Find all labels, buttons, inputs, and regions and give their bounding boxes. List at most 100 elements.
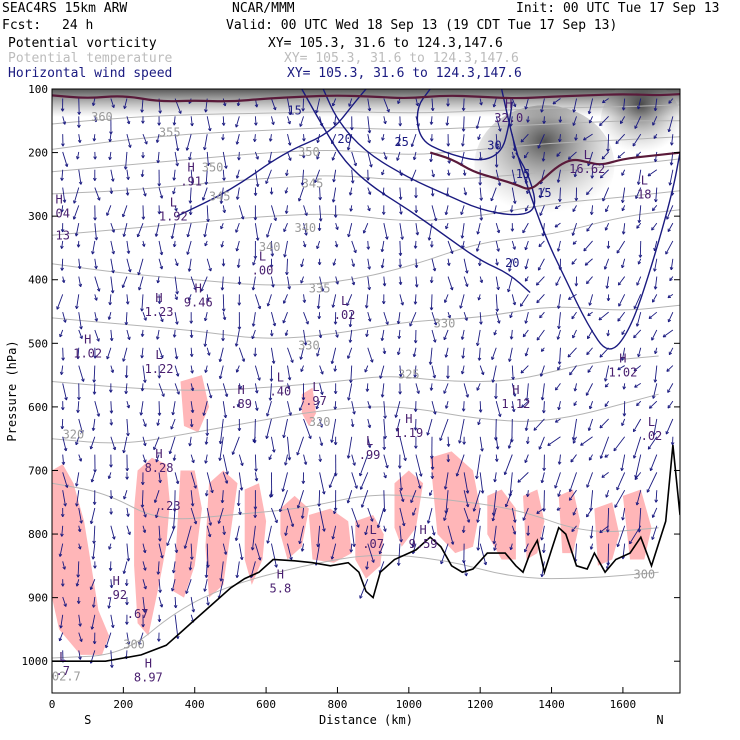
theta-label: 335 <box>309 281 331 295</box>
wind-vector <box>381 329 385 341</box>
wind-vector <box>219 365 224 379</box>
wind-vector-head <box>621 264 625 269</box>
wind-vector-head <box>89 446 94 450</box>
theta-label: 340 <box>259 240 281 254</box>
wind-vector <box>238 472 243 491</box>
wind-vector <box>606 561 610 570</box>
wind-vector <box>238 151 240 161</box>
wind-vector <box>59 543 64 557</box>
wind-vector-head <box>206 218 210 223</box>
wind-vector-head <box>458 440 462 444</box>
wind-vector-head <box>77 265 82 270</box>
wind-vector <box>333 507 337 514</box>
wind-vector-head <box>589 211 594 215</box>
wind-vector-head <box>445 122 450 126</box>
wind-vector-head <box>599 122 603 127</box>
wind-vector-head <box>446 143 451 147</box>
wind-vector-head <box>367 318 372 322</box>
wind-vector <box>554 204 561 209</box>
wind-vector <box>92 418 96 431</box>
wind-vector-head <box>330 140 335 145</box>
wind-vector <box>585 383 593 396</box>
wind-vector-head <box>185 590 189 594</box>
wind-vector-head <box>652 395 656 399</box>
wind-vector-head <box>188 200 193 204</box>
wind-vector-head <box>203 317 208 322</box>
wind-vector <box>604 400 610 407</box>
wind-vector <box>287 507 294 527</box>
wind-vector <box>367 205 371 212</box>
wind-vector <box>539 187 545 199</box>
wind-vector <box>62 490 66 507</box>
wind-vector <box>172 561 176 574</box>
wind-vector-head <box>367 405 372 409</box>
wind-vector-head <box>555 282 559 286</box>
wind-vector-head <box>455 473 460 477</box>
wind-vector <box>252 276 256 291</box>
wind-vector <box>429 347 433 365</box>
wind-vector-head <box>90 626 95 630</box>
wind-vector-head <box>654 350 658 355</box>
wind-vector-head <box>667 318 672 323</box>
wind-vector-head <box>176 391 180 395</box>
wind-vector-head <box>413 427 418 431</box>
wind-vector-head <box>333 368 338 372</box>
wind-vector <box>158 525 161 542</box>
wind-vector <box>590 490 594 511</box>
wind-vector <box>190 507 197 525</box>
wind-vector-head <box>235 141 240 145</box>
wind-vector-head <box>370 518 374 522</box>
wind-vector-head <box>298 407 303 412</box>
wind-vector-head <box>126 405 131 409</box>
wind-vector <box>588 418 594 431</box>
wind-vector-head <box>348 323 353 328</box>
wind-vector-head <box>158 110 162 114</box>
wind-vector <box>623 383 626 390</box>
wind-vector-head <box>284 210 289 214</box>
wind-vector-head <box>94 237 99 241</box>
wind-vector-head <box>466 519 471 523</box>
wind-vector-head <box>450 250 454 254</box>
wind-vector-head <box>172 190 176 195</box>
pv-extremum-letter: H <box>84 332 91 346</box>
wind-vector <box>524 151 529 159</box>
wind-vector-head <box>523 549 528 553</box>
wind-vector-head <box>556 248 561 252</box>
wind-vector-head <box>300 280 304 284</box>
pv-extremum-letter: L <box>59 650 66 664</box>
wind-vector <box>439 418 449 441</box>
contour-labels: 3603553503453453403503403353303303253203… <box>52 97 662 684</box>
wind-vector <box>511 294 516 306</box>
wind-vector-head <box>143 586 147 590</box>
wind-vector-head <box>398 264 403 268</box>
wind-vector-head <box>253 138 257 142</box>
wind-vector-head <box>426 432 430 436</box>
wind-vector <box>638 205 642 223</box>
wind-vector-head <box>124 374 129 379</box>
wind-vector-head <box>667 405 671 409</box>
wind-vector-head <box>174 356 179 360</box>
wind-vector-head <box>298 540 302 545</box>
wind-vector <box>552 98 561 105</box>
wind-vector <box>367 543 375 563</box>
wind-vector-head <box>112 536 116 540</box>
wind-vector <box>158 543 163 559</box>
wind-vector <box>303 134 305 142</box>
wind-vector <box>282 472 288 492</box>
wind-vector-head <box>251 287 256 291</box>
wind-vector <box>637 98 642 110</box>
wind-vector <box>287 436 291 461</box>
wind-vector <box>570 454 577 463</box>
wind-vector-head <box>142 609 147 613</box>
wind-vector-head <box>63 319 67 323</box>
wind-vector <box>155 223 160 237</box>
wind-vector-head <box>220 244 224 248</box>
wind-vector-head <box>317 503 321 507</box>
wind-vector-head <box>666 368 670 372</box>
wind-vector <box>156 329 160 340</box>
wind-vector-head <box>237 302 242 306</box>
wind-vector-head <box>331 102 336 107</box>
wind-vector <box>254 472 258 482</box>
wind-vector <box>123 490 128 500</box>
wind-vector <box>334 401 337 410</box>
